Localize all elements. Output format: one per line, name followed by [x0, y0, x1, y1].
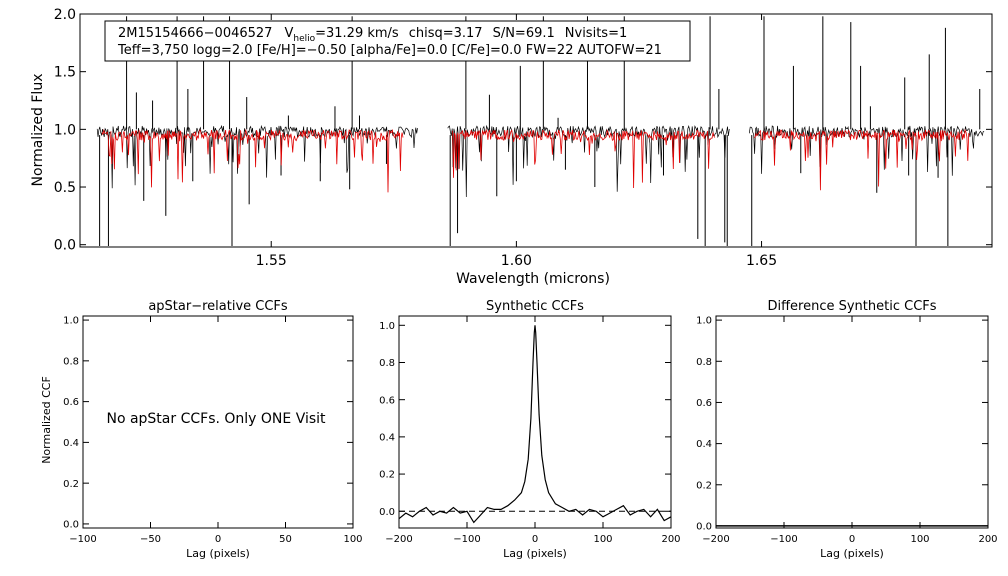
apstar-ytick-label: 0.0 — [63, 520, 79, 531]
synthetic-ccf-panel: −200 −100 0 100 200 0.0 0.2 0.4 0.6 0.8 1.0 Synthe… — [379, 299, 680, 560]
synthetic-xtick-label: −200 — [385, 534, 412, 545]
difference-title: Difference Synthetic CCFs — [767, 299, 936, 314]
vhelio-label: V — [284, 26, 293, 41]
info-line-1: 2M15154666−0046527 Vhelio=31.29 km/s chisq… — [118, 26, 627, 44]
spectrum-ytick-label: 1.0 — [54, 122, 76, 138]
difference-xtick-label: −100 — [770, 534, 797, 545]
spectrum-x-label: Wavelength (microns) — [456, 271, 610, 287]
apstar-ytick-label: 0.8 — [63, 356, 79, 367]
apstar-xtick-label: 0 — [215, 534, 221, 545]
spectrum-ticks: 1.55 1.60 1.65 0.0 0.5 1.0 1.5 2.0 — [54, 7, 992, 269]
apstar-xtick-label: −100 — [69, 534, 96, 545]
spectrum-ytick-label: 0.0 — [54, 238, 76, 254]
synthetic-ytick-label: 0.6 — [379, 395, 395, 406]
snr-value: S/N=69.1 — [493, 26, 555, 41]
apstar-ytick-label: 0.4 — [63, 438, 79, 449]
info-line-2: Teff=3,750 logg=2.0 [Fe/H]=−0.50 [alpha/… — [117, 43, 662, 58]
ccf-y-label: Normalized CCF — [40, 376, 53, 464]
synthetic-xtick-label: 100 — [593, 534, 612, 545]
difference-ccf-panel: −200 −100 0 100 200 0.0 0.2 0.4 0.6 0.8 1.0 Differ… — [696, 299, 997, 560]
difference-xtick-label: −200 — [702, 534, 729, 545]
spectrum-ytick-label: 2.0 — [54, 7, 76, 23]
synthetic-x-label: Lag (pixels) — [503, 547, 567, 560]
synthetic-ytick-label: 0.8 — [379, 358, 395, 369]
synthetic-xtick-label: 0 — [532, 534, 538, 545]
synthetic-ytick-label: 0.4 — [379, 432, 395, 443]
difference-ytick-label: 0.0 — [696, 522, 712, 533]
difference-xtick-label: 0 — [849, 534, 855, 545]
spectrum-xtick-label: 1.65 — [746, 253, 777, 269]
observed-chip-line — [447, 124, 730, 198]
info-box — [104, 20, 691, 62]
difference-xtick-label: 200 — [978, 534, 997, 545]
apstar-ccf-panel: −100 −50 0 50 100 0.0 0.2 0.4 0.6 0.8 1.0 apStar−r… — [40, 299, 363, 560]
spectrum-ytick-label: 0.5 — [54, 180, 76, 196]
nvisits-value: Nvisits=1 — [565, 26, 627, 41]
synthetic-ytick-label: 1.0 — [379, 321, 395, 332]
apstar-xtick-label: −50 — [140, 534, 161, 545]
spectrum-panel: 1.55 1.60 1.65 0.0 0.5 1.0 1.5 2.0 2M15154666−0… — [30, 7, 993, 287]
synthetic-ticks: −200 −100 0 100 200 0.0 0.2 0.4 0.6 0.8 1.0 — [379, 316, 681, 545]
vhelio-value: =31.29 km/s — [315, 26, 399, 41]
synthetic-title: Synthetic CCFs — [486, 299, 584, 314]
synthetic-xtick-label: −100 — [453, 534, 480, 545]
synthetic-ytick-label: 0.2 — [379, 470, 395, 481]
apstar-ticks: −100 −50 0 50 100 0.0 0.2 0.4 0.6 0.8 1.0 — [63, 316, 362, 545]
spectrum-y-label: Normalized Flux — [30, 74, 46, 187]
difference-ytick-label: 1.0 — [696, 316, 712, 327]
synthetic-plot — [398, 325, 672, 524]
synthetic-ytick-label: 0.0 — [379, 507, 395, 518]
star-id: 2M15154666−0046527 — [118, 26, 272, 41]
apstar-xtick-label: 50 — [279, 534, 292, 545]
observed-spectrum — [96, 16, 985, 246]
spectrum-xtick-label: 1.60 — [501, 253, 532, 269]
apstar-ytick-label: 1.0 — [63, 316, 79, 327]
spectrum-xtick-label: 1.55 — [256, 253, 287, 269]
synthetic-frame — [398, 315, 672, 529]
apstar-title: apStar−relative CCFs — [148, 299, 288, 314]
apstar-x-label: Lag (pixels) — [186, 547, 250, 560]
difference-x-label: Lag (pixels) — [820, 547, 884, 560]
model-chip-line — [101, 128, 404, 193]
vhelio-sub: helio — [293, 34, 315, 44]
spectrum-frame — [79, 13, 993, 248]
synthetic-xtick-label: 200 — [661, 534, 680, 545]
apstar-message: No apStar CCFs. Only ONE Visit — [106, 411, 326, 427]
apstar-xtick-label: 100 — [343, 534, 362, 545]
model-spectrum — [101, 128, 970, 193]
difference-frame — [715, 315, 989, 529]
difference-ytick-label: 0.8 — [696, 357, 712, 368]
spectrum-ytick-label: 1.5 — [54, 65, 76, 81]
difference-ytick-label: 0.6 — [696, 398, 712, 409]
difference-ytick-label: 0.2 — [696, 480, 712, 491]
difference-ytick-label: 0.4 — [696, 439, 712, 450]
model-chip-line — [753, 128, 970, 191]
chisq-value: chisq=3.17 — [409, 26, 483, 41]
model-chip-line — [452, 128, 716, 189]
apstar-ytick-label: 0.6 — [63, 397, 79, 408]
apstar-ytick-label: 0.2 — [63, 479, 79, 490]
difference-ticks: −200 −100 0 100 200 0.0 0.2 0.4 0.6 0.8 1.0 — [696, 316, 997, 545]
difference-xtick-label: 100 — [910, 534, 929, 545]
synthetic-ccf-line — [398, 325, 672, 524]
